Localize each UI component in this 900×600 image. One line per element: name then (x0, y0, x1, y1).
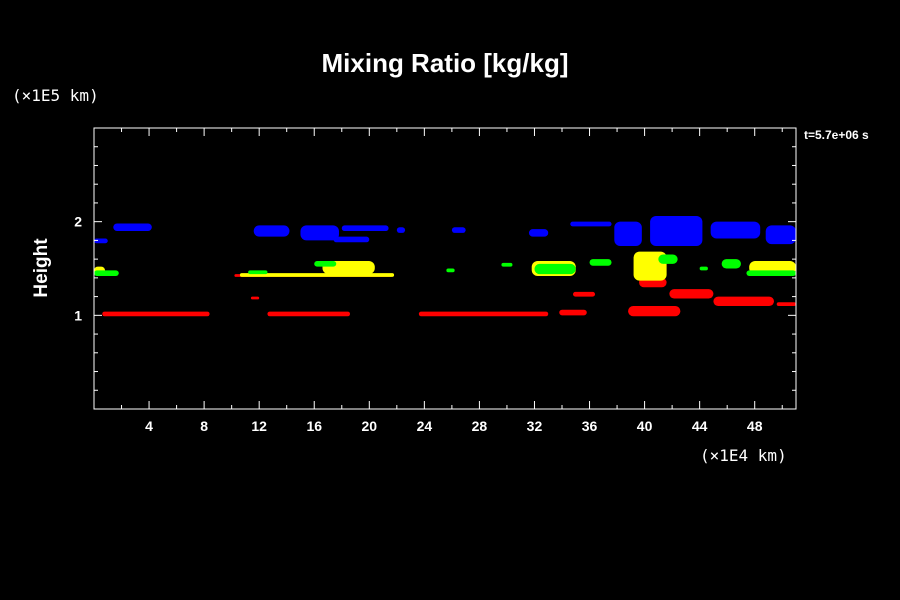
region-blue-40 (650, 216, 703, 247)
region-blue-38 (570, 221, 612, 227)
region-green-22 (501, 262, 513, 267)
region-blue-35 (396, 227, 406, 233)
x-tick-labels: 4 8 12 16 20 24 28 32 36 40 44 48 (145, 418, 763, 434)
x-tick-label: 36 (582, 418, 598, 434)
x-tick-label: 40 (637, 418, 653, 434)
region-blue-33 (341, 225, 389, 232)
x-tick-label: 44 (692, 418, 708, 434)
x-tick-label: 28 (472, 418, 488, 434)
x-tick-label: 16 (306, 418, 322, 434)
plot-regions (94, 216, 796, 317)
region-green-18 (94, 270, 119, 276)
region-blue-30 (113, 223, 152, 232)
x-tick-label: 32 (527, 418, 543, 434)
region-red-11 (776, 302, 796, 306)
time-label: t=5.7e+06 s (804, 128, 869, 142)
region-green-23 (534, 263, 576, 275)
y-axis-label: Height (31, 238, 52, 298)
region-red-5 (559, 309, 587, 316)
x-unit-label: (×1E4 km) (700, 446, 787, 465)
x-tick-label: 8 (200, 418, 208, 434)
y-tick-label: 2 (74, 214, 82, 230)
region-red-0 (102, 311, 210, 317)
region-blue-32 (300, 225, 340, 241)
axis-ticks (94, 128, 796, 409)
y-tick-label: 1 (74, 307, 82, 323)
region-red-10 (713, 296, 774, 306)
region-green-27 (721, 259, 741, 269)
region-red-2 (418, 311, 549, 317)
region-blue-36 (451, 227, 466, 233)
region-red-1 (267, 311, 351, 317)
region-blue-39 (614, 221, 642, 247)
region-green-26 (699, 266, 708, 271)
region-blue-31 (253, 225, 290, 237)
x-tick-label: 48 (747, 418, 763, 434)
region-yellow-15 (633, 251, 667, 281)
x-tick-label: 12 (251, 418, 267, 434)
region-red-6 (573, 291, 596, 297)
region-red-9 (669, 289, 714, 299)
region-blue-37 (528, 229, 549, 237)
region-blue-41 (710, 221, 761, 239)
chart-title: Mixing Ratio [kg/kg] (322, 48, 569, 78)
x-tick-label: 4 (145, 418, 153, 434)
region-green-24 (589, 259, 612, 266)
x-tick-label: 20 (362, 418, 378, 434)
region-red-4 (250, 296, 260, 300)
region-green-21 (446, 268, 455, 273)
region-blue-29 (94, 238, 108, 244)
region-red-7 (628, 305, 681, 317)
region-green-20 (314, 261, 337, 267)
region-green-25 (658, 254, 678, 264)
plot-frame (93, 127, 797, 410)
y-tick-labels: 12 (74, 214, 82, 324)
x-tick-label: 24 (417, 418, 433, 434)
y-unit-label: (×1E5 km) (12, 86, 99, 105)
region-blue-42 (765, 225, 796, 245)
region-blue-34 (333, 236, 370, 243)
region-green-28 (746, 270, 796, 276)
region-green-19 (248, 270, 268, 275)
